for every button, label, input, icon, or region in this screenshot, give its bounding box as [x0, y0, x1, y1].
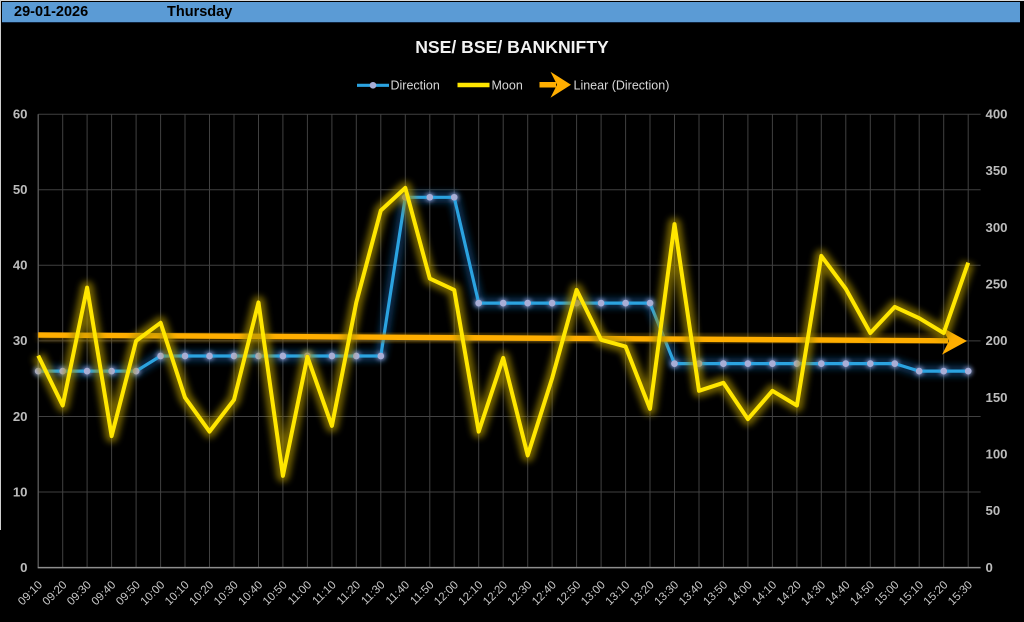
svg-text:11:20: 11:20: [335, 579, 363, 607]
svg-text:14:50: 14:50: [848, 579, 877, 608]
svg-text:09:50: 09:50: [114, 579, 143, 608]
svg-text:12:00: 12:00: [432, 579, 461, 608]
svg-text:150: 150: [986, 390, 1008, 405]
svg-text:10:00: 10:00: [139, 579, 168, 608]
svg-text:15:30: 15:30: [946, 579, 975, 608]
svg-text:12:20: 12:20: [481, 579, 510, 608]
svg-text:14:30: 14:30: [799, 579, 828, 608]
svg-text:200: 200: [986, 333, 1008, 348]
svg-text:Moon: Moon: [492, 79, 523, 93]
svg-text:NSE/ BSE/ BANKNIFTY: NSE/ BSE/ BANKNIFTY: [415, 37, 609, 57]
svg-text:50: 50: [13, 182, 28, 197]
svg-text:14:20: 14:20: [775, 579, 804, 608]
svg-text:11:30: 11:30: [359, 579, 387, 607]
svg-text:09:40: 09:40: [90, 579, 119, 608]
svg-text:13:00: 13:00: [579, 579, 608, 608]
svg-text:300: 300: [986, 220, 1008, 235]
svg-text:09:30: 09:30: [65, 579, 94, 608]
svg-text:11:00: 11:00: [286, 579, 314, 607]
svg-text:20: 20: [13, 409, 28, 424]
svg-text:10:30: 10:30: [212, 579, 241, 608]
svg-text:13:10: 13:10: [604, 579, 633, 608]
svg-text:11:40: 11:40: [384, 579, 412, 607]
svg-text:11:50: 11:50: [408, 579, 436, 607]
svg-text:50: 50: [986, 503, 1001, 518]
svg-text:14:40: 14:40: [824, 579, 853, 608]
svg-text:10: 10: [13, 484, 28, 499]
svg-text:13:50: 13:50: [701, 579, 730, 608]
svg-text:14:00: 14:00: [726, 579, 755, 608]
svg-text:15:10: 15:10: [897, 579, 926, 608]
svg-text:Direction: Direction: [391, 79, 440, 93]
svg-text:350: 350: [986, 163, 1008, 178]
svg-text:0: 0: [986, 560, 993, 575]
svg-text:100: 100: [986, 447, 1008, 462]
svg-text:09:10: 09:10: [16, 579, 45, 608]
svg-text:40: 40: [13, 258, 28, 273]
svg-text:60: 60: [13, 107, 28, 122]
svg-text:250: 250: [986, 277, 1008, 292]
svg-text:13:20: 13:20: [628, 579, 657, 608]
svg-text:30: 30: [13, 333, 28, 348]
svg-text:400: 400: [986, 107, 1008, 122]
svg-text:10:20: 10:20: [187, 579, 216, 608]
svg-text:12:40: 12:40: [530, 579, 559, 608]
svg-text:15:20: 15:20: [922, 579, 951, 608]
svg-text:0: 0: [20, 560, 27, 575]
svg-text:10:50: 10:50: [261, 579, 290, 608]
svg-text:10:40: 10:40: [236, 579, 265, 608]
svg-text:12:30: 12:30: [506, 579, 535, 608]
svg-text:09:20: 09:20: [41, 579, 70, 608]
svg-text:11:10: 11:10: [310, 579, 338, 607]
svg-text:12:10: 12:10: [457, 579, 486, 608]
svg-text:12:50: 12:50: [555, 579, 584, 608]
svg-text:13:40: 13:40: [677, 579, 706, 608]
svg-text:Linear (Direction): Linear (Direction): [574, 79, 670, 93]
svg-text:13:30: 13:30: [652, 579, 681, 608]
svg-text:10:10: 10:10: [163, 579, 192, 608]
svg-text:15:00: 15:00: [873, 579, 902, 608]
svg-text:14:10: 14:10: [750, 579, 779, 608]
